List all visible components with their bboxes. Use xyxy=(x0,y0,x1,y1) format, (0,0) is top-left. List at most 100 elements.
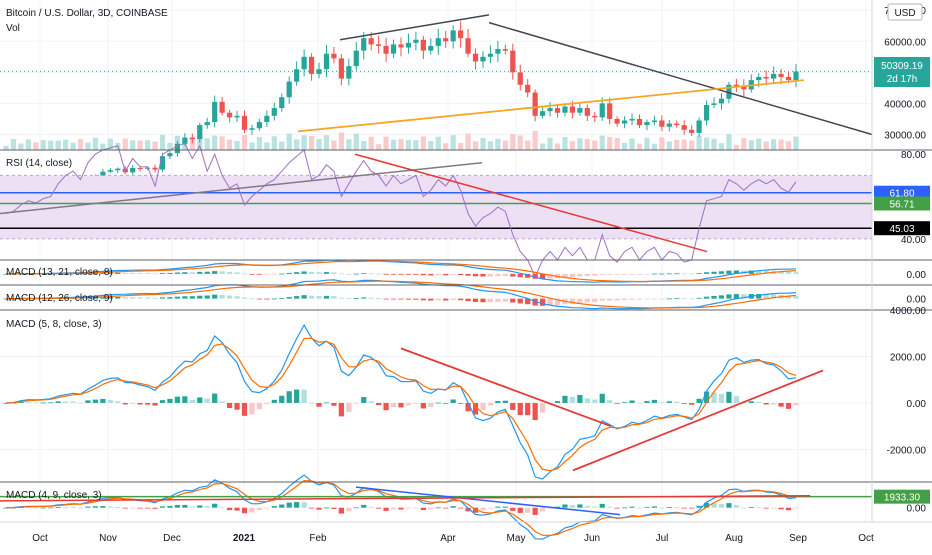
macd-hist-bar xyxy=(443,298,449,301)
volume-bar xyxy=(346,139,352,150)
volume-bar xyxy=(323,135,330,150)
candle-body xyxy=(279,97,285,109)
macd-hist-bar xyxy=(152,297,158,299)
candle xyxy=(607,97,613,125)
volume-bar xyxy=(733,144,739,150)
volume-bar xyxy=(308,136,315,150)
volume-bar xyxy=(785,141,792,150)
macd-hist-bar xyxy=(33,507,39,509)
macd-hist-bar xyxy=(562,273,568,278)
macd-hist-bar xyxy=(666,298,672,300)
volume-bar xyxy=(577,138,583,150)
macd-hist-bar xyxy=(212,393,218,403)
volume-bar xyxy=(472,141,479,150)
macd-hist-bar xyxy=(137,402,143,405)
macd-hist-bar xyxy=(115,507,121,508)
candle-body xyxy=(756,77,762,81)
candle xyxy=(226,110,233,123)
macd-hist-bar xyxy=(510,273,516,277)
time-axis[interactable]: Oct Nov Dec 2021 Feb Apr May Jun Jul Aug Sep Oct xyxy=(0,521,932,544)
candle xyxy=(495,40,501,63)
macd-hist-bar xyxy=(323,295,330,299)
candle-body xyxy=(607,103,613,119)
macd-hist-bar xyxy=(480,507,486,511)
candle xyxy=(338,54,344,86)
macd-hist-bar xyxy=(107,506,113,508)
candle-body xyxy=(532,92,538,116)
candle-body xyxy=(718,98,725,104)
macd-level-badge xyxy=(874,489,930,504)
macd-hist-bar xyxy=(726,503,732,508)
candle xyxy=(152,164,158,173)
macd-12-26-pane[interactable] xyxy=(3,279,799,310)
candle xyxy=(577,102,583,116)
volume-bar xyxy=(405,139,412,150)
rsi-pane-title: RSI (14, close) xyxy=(6,158,72,169)
volume-bar xyxy=(63,139,69,150)
macd-hist-bar xyxy=(376,402,382,406)
volume-bars xyxy=(3,130,799,150)
macd-hist-bar xyxy=(77,507,84,509)
volume-bar xyxy=(256,137,263,150)
candle xyxy=(480,51,486,68)
macd-hist-bar xyxy=(756,507,762,509)
macd-hist-bar xyxy=(778,507,784,510)
macd-hist-bar xyxy=(301,271,307,274)
macd-hist-bar xyxy=(398,298,404,300)
macd-hist-bar xyxy=(636,273,643,275)
volume-bar xyxy=(301,135,307,150)
candle-body xyxy=(107,170,113,172)
macd-hist-bar xyxy=(681,507,687,509)
price-pane[interactable] xyxy=(0,14,873,198)
macd-hist-bar xyxy=(763,294,769,299)
macd-hist-bar xyxy=(607,273,613,275)
volume-bar xyxy=(122,138,128,150)
macd-hist-bar xyxy=(25,507,31,509)
volume-bar xyxy=(70,142,76,150)
macd-hist-bar xyxy=(778,271,784,274)
macd-hist-bar xyxy=(525,402,531,416)
macd-hist-bar xyxy=(629,273,635,275)
macd-hist-bar xyxy=(346,507,352,512)
macd-hist-bar xyxy=(204,398,210,403)
volume-bar xyxy=(130,140,136,150)
candle-body xyxy=(204,122,210,126)
macd-hist-bar xyxy=(458,298,464,301)
macd-hist-bar xyxy=(301,502,307,508)
macd-tick-label: 0.00 xyxy=(907,295,927,306)
candle-body xyxy=(159,156,166,170)
volume-bar xyxy=(167,142,173,150)
macd-hist-bar xyxy=(592,399,598,403)
currency-badge[interactable]: USD xyxy=(887,3,923,21)
candle-body xyxy=(435,38,441,46)
macd-hist-bar xyxy=(741,507,747,509)
candle-body xyxy=(316,69,322,74)
macd-hist-bar xyxy=(264,273,270,275)
macd-hist-bar xyxy=(115,296,121,299)
macd-hist-bar xyxy=(361,297,367,299)
macd-hist-bar xyxy=(122,402,128,405)
macd-hist-bar xyxy=(569,273,576,278)
macd-hist-bar xyxy=(219,294,225,299)
macd-tick-label: 0.00 xyxy=(907,270,927,281)
macd-hist-bar xyxy=(398,507,404,510)
macd-4-9-pane[interactable] xyxy=(0,474,872,540)
macd-13-21-pane[interactable] xyxy=(3,259,799,283)
macd-line xyxy=(5,323,797,480)
candle xyxy=(204,117,210,129)
volume-bar xyxy=(554,143,561,150)
rsi-pane[interactable] xyxy=(0,143,872,279)
time-tick-label: Sep xyxy=(789,533,807,544)
macd-5-8-pane[interactable] xyxy=(3,323,824,480)
macd-hist-bar xyxy=(696,273,702,274)
pane-separators xyxy=(0,0,932,522)
candle-body xyxy=(130,168,136,173)
macd-hist-bar xyxy=(450,506,456,508)
macd-hist-bar xyxy=(390,273,397,275)
candle-body xyxy=(659,120,665,127)
macd-hist-bar xyxy=(465,507,471,512)
macd-hist-bar xyxy=(85,400,91,403)
macd-hist-bar xyxy=(361,397,367,403)
